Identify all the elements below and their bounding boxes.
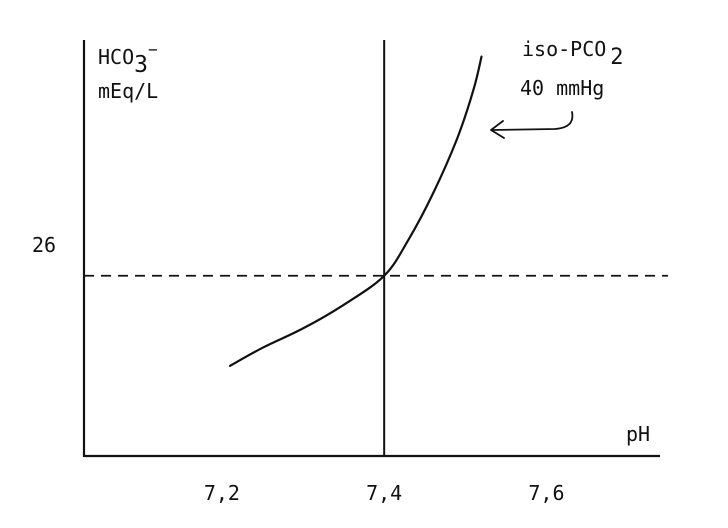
y-tick-label: 26 — [32, 233, 56, 257]
annotation-arrowhead — [490, 120, 505, 139]
series-annotation-label: iso-PCO 2 — [522, 37, 624, 70]
x-axis-label: pH — [626, 422, 650, 446]
y-axis-label: HCO3− — [98, 40, 158, 78]
y-axis-label-unit: mEq/L — [98, 79, 158, 103]
x-tick-label: 7,4 — [366, 481, 402, 505]
x-tick-label: 7,2 — [204, 481, 240, 505]
series-annotation-value: 40 mmHg — [520, 76, 604, 100]
x-tick-label: 7,6 — [528, 481, 564, 505]
series-line-iso-pco2 — [228, 55, 483, 367]
annotation-arrow — [492, 111, 574, 131]
